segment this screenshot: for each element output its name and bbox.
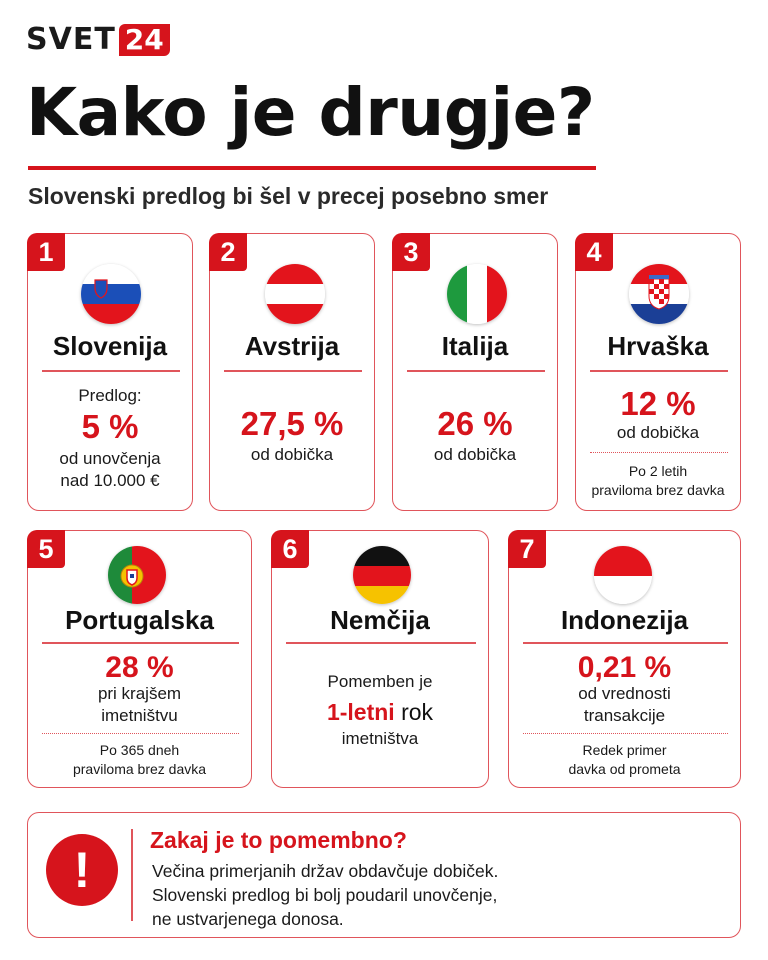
headline: Kako je drugje? [26,74,595,151]
tax-basis: od dobička [433,445,517,464]
card-dotted-divider [523,733,728,734]
subtitle: Slovenski predlog bi šel v precej posebn… [28,183,549,209]
card-number: 3 [392,233,430,271]
tax-note: praviloma brez davka [591,482,725,498]
logo-text: SVET [26,22,116,57]
country-name: Hrvaška [607,331,709,361]
austria-flag-icon [265,264,325,324]
card-divider [286,642,476,644]
card-number: 4 [575,233,613,271]
portugal-flag-icon [108,546,166,604]
info-box [27,812,741,938]
card-dotted-divider [42,733,239,734]
svet24-logo: SVET 24 [26,24,170,56]
country-name: Nemčija [330,605,430,635]
info-title: Zakaj je to pomembno? [150,827,407,853]
tax-rate: 28 % [105,651,174,684]
card-number: 6 [271,530,309,568]
tax-basis: od unovčenja [59,449,161,468]
tax-note: praviloma brez davka [72,761,207,777]
tax-basis: pri krajšem [97,684,182,703]
country-name: Indonezija [560,605,689,635]
slovenia-flag-icon [81,264,141,324]
period-label: Pomemben je [327,672,433,691]
country-card-hrvaska: 4 Hrvaška 12 % od dobička Po 2 letih pra… [575,233,741,511]
tax-note: davka od prometa [568,761,681,777]
card-number: 1 [27,233,65,271]
card-divider [42,642,239,644]
country-name: Portugalska [65,605,214,635]
tax-note: Po 365 dneh [99,742,180,758]
country-card-indonezija: 7 Indonezija 0,21 % od vrednosti transak… [508,530,741,788]
country-card-nemcija: 6 Nemčija Pomemben je 1-letni rok imetni… [271,530,489,788]
card-dotted-divider [590,452,728,453]
card-divider [42,370,180,372]
tax-basis-2: imetništvu [101,706,178,725]
logo-number: 24 [118,24,170,56]
tax-threshold: nad 10.000 € [60,471,160,490]
period-basis: imetništva [341,729,419,748]
country-card-slovenija: 1 Slovenija Predlog: 5 % od unovčenja na… [27,233,193,511]
country-card-italija: 3 Italija 26 % od dobička [392,233,558,511]
card-divider [224,370,362,372]
info-divider [131,829,133,921]
info-line: Večina primerjanih držav obdavčuje dobič… [152,861,499,881]
proposal-label: Predlog: [78,386,142,405]
card-divider [407,370,545,372]
tax-note: Redek primer [582,742,667,758]
card-number: 7 [508,530,546,568]
tax-basis: od dobička [250,445,334,464]
germany-flag-icon [353,546,411,604]
country-card-portugalska: 5 Portugalska 28 % pri krajšem imetništv… [27,530,252,788]
tax-rate: 12 % [620,385,696,422]
holding-period: 1-letni rok [272,697,488,727]
tax-basis: od vrednosti [578,684,671,703]
country-name: Slovenija [52,331,168,361]
country-name: Italija [441,331,509,361]
country-card-avstrija: 2 Avstrija 27,5 % od dobička [209,233,375,511]
card-divider [590,370,728,372]
indonesia-flag-icon [594,546,652,604]
tax-rate: 5 % [81,408,139,445]
info-line: ne ustvarjenega donosa. [152,909,344,929]
holding-period-value: 1-letni [326,699,395,725]
exclamation-icon: ! [46,834,118,906]
headline-rule [28,166,596,170]
tax-rate: 0,21 % [577,651,672,684]
country-name: Avstrija [244,331,340,361]
tax-basis: od dobička [616,423,700,442]
tax-note: Po 2 letih [628,463,688,479]
croatia-flag-icon [629,264,689,324]
card-number: 2 [209,233,247,271]
tax-basis-2: transakcije [583,706,666,725]
tax-rate: 27,5 % [240,405,344,442]
info-line: Slovenski predlog bi bolj poudaril unovč… [152,885,498,905]
holding-period-unit: rok [394,699,434,725]
card-divider [523,642,728,644]
card-number: 5 [27,530,65,568]
tax-rate: 26 % [437,405,513,442]
italy-flag-icon [447,264,507,324]
